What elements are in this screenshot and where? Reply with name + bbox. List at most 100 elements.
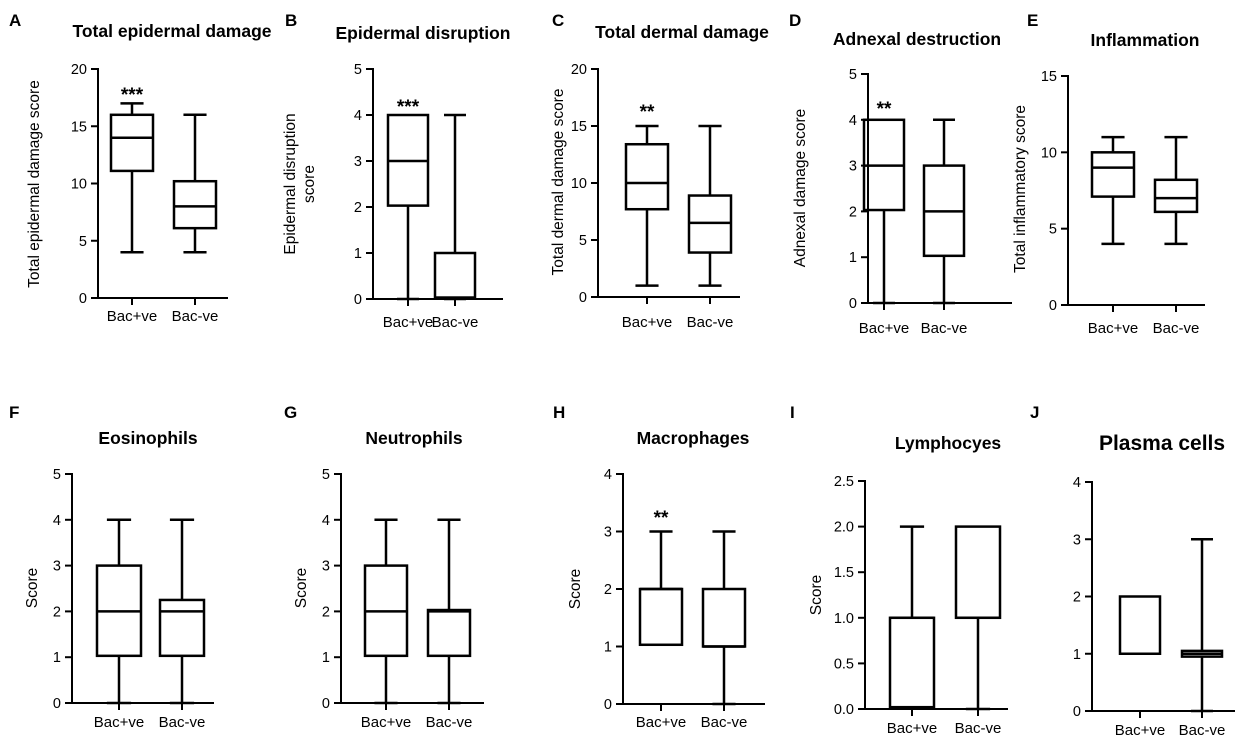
significance-label: *** xyxy=(397,97,420,118)
box-iqr xyxy=(638,587,684,647)
y-tick-label: 2 xyxy=(354,200,362,216)
significance-label: *** xyxy=(121,85,144,106)
chart-title: Total dermal damage xyxy=(595,22,769,42)
significance-label: ** xyxy=(640,102,655,123)
box-bac-positive xyxy=(95,518,143,705)
box-bac-negative xyxy=(954,525,1002,711)
y-tick-label: 20 xyxy=(71,62,87,78)
y-axis-label: Total inflammatory score xyxy=(1012,105,1029,273)
panel-letter: C xyxy=(552,11,564,30)
box-bac-negative xyxy=(1180,538,1224,713)
panel-a: A Total epidermal damage Total epidermal d… xyxy=(9,11,272,325)
y-tick-label: 0 xyxy=(849,296,857,312)
panel-j: J Plasma cells 0 1 2 3 4 Bac+ve Bac-ve xyxy=(1030,403,1235,739)
box-iqr xyxy=(888,616,936,709)
x-category-label: Bac+ve xyxy=(636,714,686,731)
chart-title: Lymphocyes xyxy=(895,433,1002,453)
box-iqr xyxy=(426,608,472,658)
y-tick-label: 10 xyxy=(1041,145,1057,161)
panel-h: H Macrophages Score 0 1 2 3 4 Bac+ve Bac-ve ** xyxy=(553,403,765,731)
x-category-label: Bac-ve xyxy=(921,320,968,337)
x-category-label: Bac+ve xyxy=(859,320,909,337)
panel-letter: I xyxy=(790,403,795,422)
y-axis-label: Adnexal damage score xyxy=(792,109,809,268)
y-tick-label: 3 xyxy=(1073,532,1081,548)
x-category-label: Bac-ve xyxy=(1153,320,1200,337)
x-category-label: Bac+ve xyxy=(887,720,937,737)
x-category-label: Bac-ve xyxy=(1179,722,1226,739)
y-tick-label: 0 xyxy=(354,292,362,308)
y-tick-label: 15 xyxy=(571,119,587,135)
panel-b: B Epidermal disruption Epidermal disruptio… xyxy=(282,11,511,331)
x-category-label: Bac+ve xyxy=(383,314,433,331)
y-tick-label: 5 xyxy=(354,62,362,78)
y-tick-label: 0 xyxy=(79,291,87,307)
y-tick-label: 3 xyxy=(322,559,330,575)
y-axis-label: Score xyxy=(567,569,584,610)
y-tick-label: 1.0 xyxy=(834,611,854,627)
chart-title: Epidermal disruption xyxy=(335,23,510,43)
x-category-label: Bac-ve xyxy=(701,714,748,731)
y-tick-label: 2.0 xyxy=(834,520,854,536)
box-iqr xyxy=(172,179,218,230)
box-iqr xyxy=(109,113,155,173)
y-tick-label: 2 xyxy=(53,604,61,620)
panel-letter: E xyxy=(1027,11,1038,30)
y-tick-label: 3 xyxy=(849,159,857,175)
x-category-label: Bac+ve xyxy=(1115,722,1165,739)
chart-title: Plasma cells xyxy=(1099,432,1225,455)
y-tick-label: 5 xyxy=(79,234,87,250)
panel-letter: G xyxy=(284,403,297,422)
chart-title: Macrophages xyxy=(637,428,750,448)
y-tick-label: 2 xyxy=(849,204,857,220)
panel-f: F Eosinophils Score 0 1 2 3 4 5 Bac+ve Bac-ve xyxy=(9,403,214,731)
box-iqr xyxy=(1090,151,1136,198)
y-tick-label: 1 xyxy=(849,250,857,266)
box-bac-negative xyxy=(922,118,966,305)
panel-letter: A xyxy=(9,11,21,30)
x-category-label: Bac+ve xyxy=(361,714,411,731)
box-bac-negative xyxy=(1153,135,1199,246)
significance-label: ** xyxy=(877,99,892,120)
y-tick-label: 4 xyxy=(354,108,362,124)
y-tick-label: 1 xyxy=(322,650,330,666)
y-tick-label: 5 xyxy=(53,467,61,483)
box-bac-positive xyxy=(888,525,936,709)
x-category-label: Bac+ve xyxy=(1088,320,1138,337)
panel-i: I Lymphocyes Score 0.0 0.5 1.0 1.5 2.0 2.5 Bac+ve… xyxy=(790,403,1008,737)
panel-letter: H xyxy=(553,403,565,422)
y-tick-label: 1 xyxy=(604,640,612,656)
y-axis-label: score xyxy=(301,165,318,203)
x-category-label: Bac-ve xyxy=(955,720,1002,737)
chart-title: Adnexal destruction xyxy=(833,29,1001,49)
y-tick-label: 5 xyxy=(1049,222,1057,238)
panel-d: D Adnexal destruction Adnexal damage score… xyxy=(789,11,1012,337)
x-category-label: Bac-ve xyxy=(159,714,206,731)
y-tick-label: 0.5 xyxy=(834,656,854,672)
box-bac-negative xyxy=(687,124,733,287)
box-iqr xyxy=(624,142,670,211)
x-category-label: Bac+ve xyxy=(94,714,144,731)
y-axis-label: Score xyxy=(808,575,825,616)
x-category-label: Bac-ve xyxy=(426,714,473,731)
y-tick-label: 20 xyxy=(571,62,587,78)
y-tick-label: 3 xyxy=(53,559,61,575)
y-tick-label: 1.5 xyxy=(834,565,854,581)
box-iqr xyxy=(433,251,477,299)
y-tick-label: 2.5 xyxy=(834,474,854,490)
box-bac-positive xyxy=(862,118,906,305)
y-tick-label: 4 xyxy=(604,467,612,483)
panel-letter: D xyxy=(789,11,801,30)
y-axis-label: Score xyxy=(293,568,310,609)
box-bac-positive xyxy=(363,518,409,705)
box-bac-positive xyxy=(1090,135,1136,246)
y-tick-label: 0 xyxy=(322,696,330,712)
box-bac-positive xyxy=(1118,595,1162,655)
y-tick-label: 4 xyxy=(322,513,330,529)
box-iqr xyxy=(701,587,747,648)
y-tick-label: 1 xyxy=(354,246,362,262)
x-category-label: Bac-ve xyxy=(172,308,219,325)
panel-e: E Inflammation Total inflammatory score 0 5 1… xyxy=(1012,11,1205,337)
box-bac-positive xyxy=(386,113,430,301)
y-tick-label: 5 xyxy=(579,233,587,249)
